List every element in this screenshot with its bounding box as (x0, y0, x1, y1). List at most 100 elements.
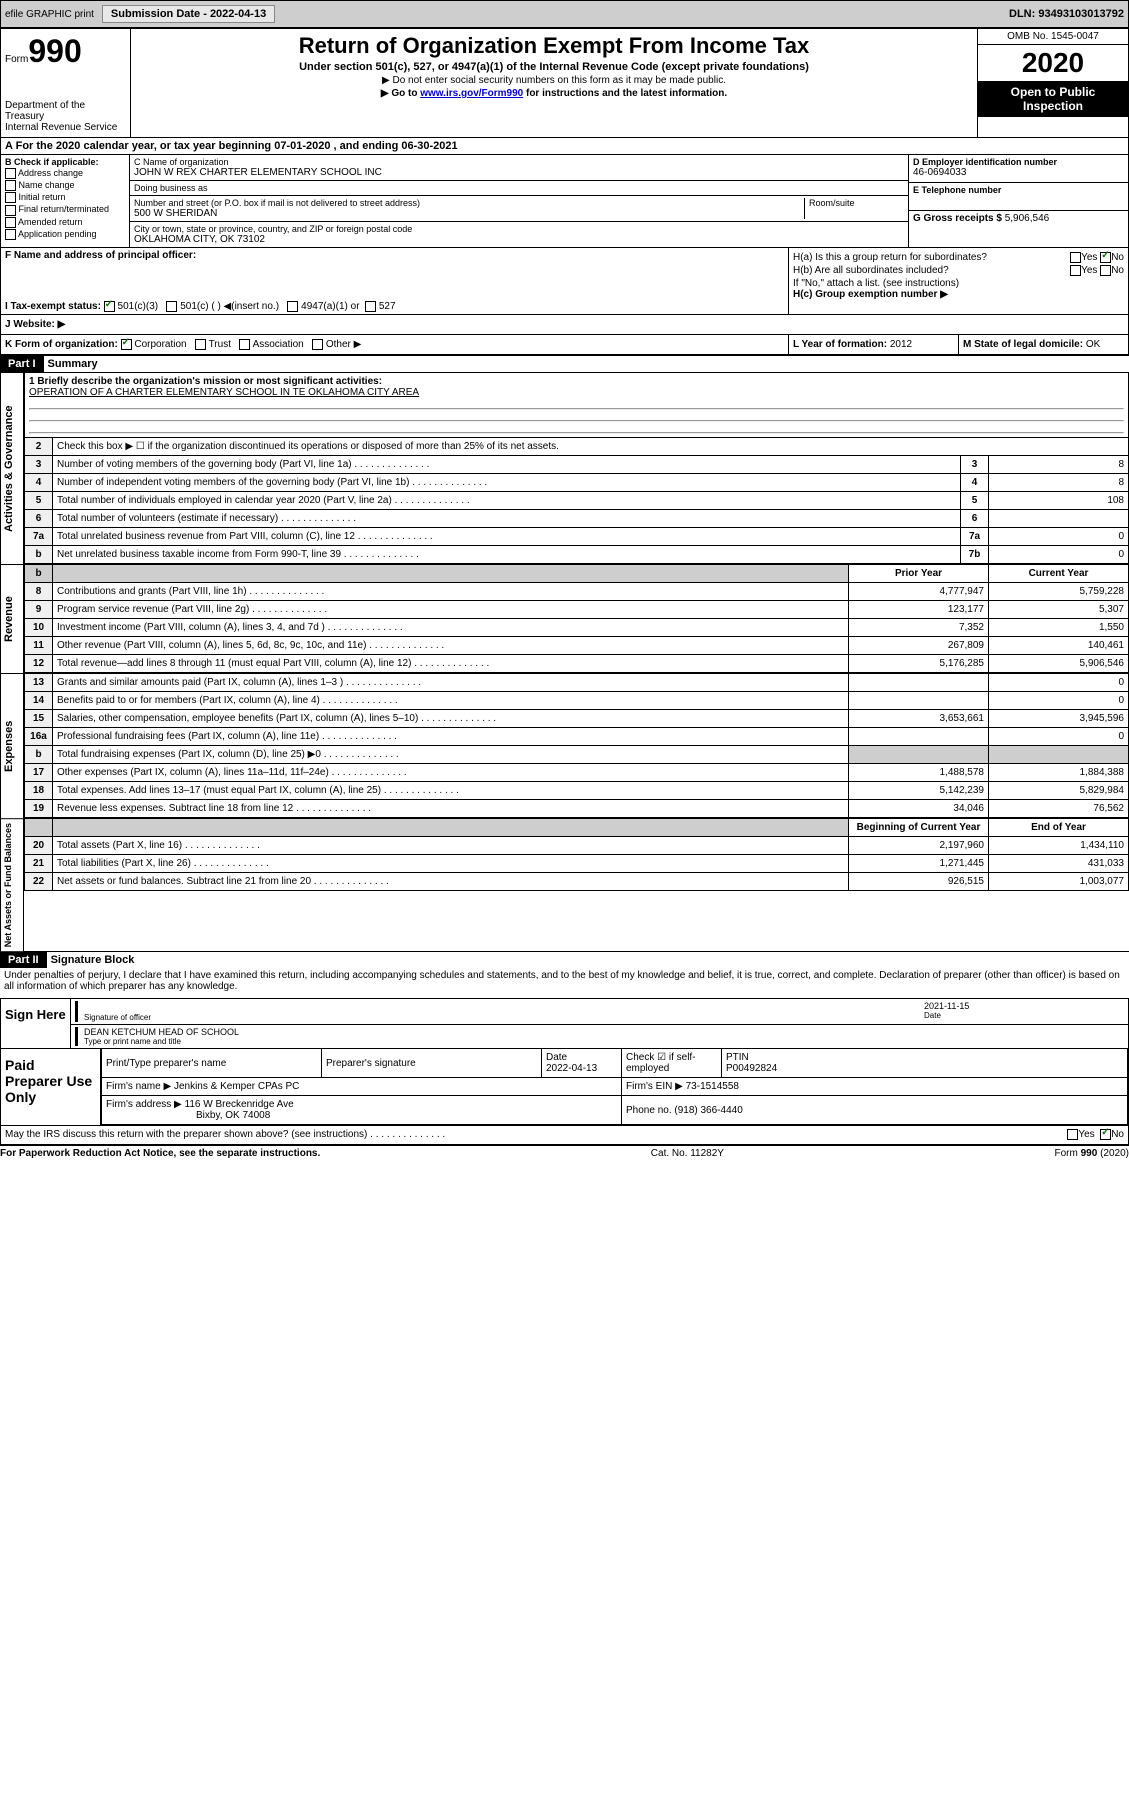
block-h: H(a) Is this a group return for subordin… (788, 248, 1128, 314)
sign-here-label: Sign Here (1, 999, 71, 1048)
block-c: C Name of organization JOHN W REX CHARTE… (130, 155, 909, 248)
col-begin: Beginning of Current Year (849, 819, 989, 837)
room-label: Room/suite (809, 198, 904, 208)
mission-text: OPERATION OF A CHARTER ELEMENTARY SCHOOL… (29, 387, 1124, 398)
block-de: D Employer identification number 46-0694… (909, 155, 1129, 248)
discuss-row: May the IRS discuss this return with the… (0, 1126, 1129, 1144)
form-header: Form 990 Department of the Treasury Inte… (0, 28, 1129, 138)
hb-note: If "No," attach a list. (see instruction… (793, 278, 1124, 289)
blocks-bcde: B Check if applicable: Address change Na… (0, 155, 1129, 248)
org-name: JOHN W REX CHARTER ELEMENTARY SCHOOL INC (134, 167, 904, 178)
ha-no-checkbox[interactable] (1100, 252, 1111, 263)
expenses-section: Expenses 13Grants and similar amounts pa… (0, 673, 1129, 818)
501c3-checkbox[interactable] (104, 301, 115, 312)
sign-here-block: Sign Here Signature of officer 2021-11-1… (0, 998, 1129, 1049)
top-bar: efile GRAPHIC print Submission Date - 20… (0, 0, 1129, 28)
part1-header: Part I Summary (0, 355, 1129, 372)
4947-checkbox[interactable] (287, 301, 298, 312)
block-b: B Check if applicable: Address change Na… (0, 155, 130, 248)
blocks-fh: F Name and address of principal officer:… (0, 248, 1129, 315)
hb-yes-checkbox[interactable] (1070, 265, 1081, 276)
officer-name: DEAN KETCHUM HEAD OF SCHOOL (84, 1027, 1124, 1037)
checkbox[interactable] (5, 217, 16, 228)
ein-value: 46-0694033 (913, 167, 1124, 178)
officer-label: F Name and address of principal officer: (5, 250, 784, 261)
preparer-label: Paid Preparer Use Only (1, 1049, 101, 1125)
net-assets-section: Net Assets or Fund Balances Beginning of… (0, 818, 1129, 951)
block-f: F Name and address of principal officer:… (1, 248, 788, 314)
officer-name-label: Type or print name and title (84, 1037, 1124, 1046)
block-b-label: B Check if applicable: (5, 157, 125, 167)
declaration: Under penalties of perjury, I declare th… (0, 968, 1129, 994)
col-prior: Prior Year (849, 565, 989, 583)
footer-center: Cat. No. 11282Y (651, 1148, 724, 1159)
mission-label: 1 Briefly describe the organization's mi… (29, 376, 1124, 387)
tax-period: A For the 2020 calendar year, or tax yea… (0, 138, 1129, 155)
street-label: Number and street (or P.O. box if mail i… (134, 198, 804, 208)
checkbox[interactable] (5, 168, 16, 179)
gross-value: 5,906,546 (1005, 213, 1050, 224)
part2-header: Part II Signature Block (0, 951, 1129, 968)
form-subtitle: Under section 501(c), 527, or 4947(a)(1)… (139, 61, 969, 73)
irs-label: Internal Revenue Service (5, 122, 126, 133)
footer-left: For Paperwork Reduction Act Notice, see … (0, 1148, 320, 1159)
side-rev: Revenue (0, 564, 24, 673)
side-na: Net Assets or Fund Balances (0, 818, 24, 951)
other-checkbox[interactable] (312, 339, 323, 350)
submission-date-button[interactable]: Submission Date - 2022-04-13 (102, 5, 275, 23)
checkbox[interactable] (5, 205, 16, 216)
org-name-label: C Name of organization (134, 157, 904, 167)
form-number: 990 (28, 33, 81, 70)
col-current: Current Year (989, 565, 1129, 583)
dln-label: DLN: 93493103013792 (1009, 8, 1124, 20)
blocks-klm: K Form of organization: Corporation Trus… (0, 335, 1129, 355)
activities-governance-section: Activities & Governance 1 Briefly descri… (0, 372, 1129, 564)
street-value: 500 W SHERIDAN (134, 208, 804, 219)
assoc-checkbox[interactable] (239, 339, 250, 350)
sig-date: 2021-11-15 (924, 1001, 1124, 1011)
sig-date-label: Date (924, 1011, 1124, 1020)
trust-checkbox[interactable] (195, 339, 206, 350)
checkbox[interactable] (5, 229, 16, 240)
city-label: City or town, state or province, country… (134, 224, 904, 234)
hc-label: H(c) Group exemption number ▶ (793, 289, 1124, 300)
block-k: K Form of organization: Corporation Trus… (1, 335, 788, 354)
open-inspection: Open to Public Inspection (978, 81, 1128, 117)
line2: Check this box ▶ ☐ if the organization d… (53, 438, 1129, 456)
form-note1: ▶ Do not enter social security numbers o… (139, 75, 969, 86)
corp-checkbox[interactable] (121, 339, 132, 350)
form-note2: ▶ Go to www.irs.gov/Form990 for instruct… (139, 88, 969, 99)
checkbox[interactable] (5, 180, 16, 191)
col-end: End of Year (989, 819, 1129, 837)
preparer-block: Paid Preparer Use Only Print/Type prepar… (0, 1049, 1129, 1126)
discuss-yes-checkbox[interactable] (1067, 1129, 1078, 1140)
revenue-section: Revenue bPrior YearCurrent Year 8Contrib… (0, 564, 1129, 673)
website-label: J Website: ▶ (1, 315, 69, 334)
form-title: Return of Organization Exempt From Incom… (139, 33, 969, 59)
block-m: M State of legal domicile: OK (958, 335, 1128, 354)
tax-year: 2020 (978, 45, 1128, 81)
form-word: Form (5, 54, 28, 65)
discuss-no-checkbox[interactable] (1100, 1129, 1111, 1140)
block-j: J Website: ▶ (0, 315, 1129, 335)
ein-label: D Employer identification number (913, 157, 1124, 167)
form990-link[interactable]: www.irs.gov/Form990 (420, 88, 523, 99)
dba-label: Doing business as (134, 183, 904, 193)
side-exp: Expenses (0, 673, 24, 818)
checkbox[interactable] (5, 192, 16, 203)
dept-label: Department of the Treasury (5, 100, 126, 122)
gross-label: G Gross receipts $ (913, 213, 1005, 224)
527-checkbox[interactable] (365, 301, 376, 312)
page-footer: For Paperwork Reduction Act Notice, see … (0, 1145, 1129, 1161)
city-value: OKLAHOMA CITY, OK 73102 (134, 234, 904, 245)
tax-exempt-row: I Tax-exempt status: 501(c)(3) 501(c) ( … (5, 301, 784, 312)
footer-right: Form 990 (2020) (1055, 1148, 1129, 1159)
sig-officer-label: Signature of officer (84, 1013, 924, 1022)
form-number-box: Form 990 Department of the Treasury Inte… (1, 29, 131, 137)
ha-yes-checkbox[interactable] (1070, 252, 1081, 263)
phone-label: E Telephone number (913, 185, 1124, 195)
omb-number: OMB No. 1545-0047 (978, 29, 1128, 45)
side-ag: Activities & Governance (0, 372, 24, 564)
501c-checkbox[interactable] (166, 301, 177, 312)
hb-no-checkbox[interactable] (1100, 265, 1111, 276)
